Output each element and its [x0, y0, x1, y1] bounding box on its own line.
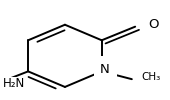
Text: H₂N: H₂N	[3, 77, 25, 90]
Text: N: N	[100, 63, 110, 76]
Text: O: O	[149, 18, 159, 31]
Text: CH₃: CH₃	[142, 72, 161, 82]
